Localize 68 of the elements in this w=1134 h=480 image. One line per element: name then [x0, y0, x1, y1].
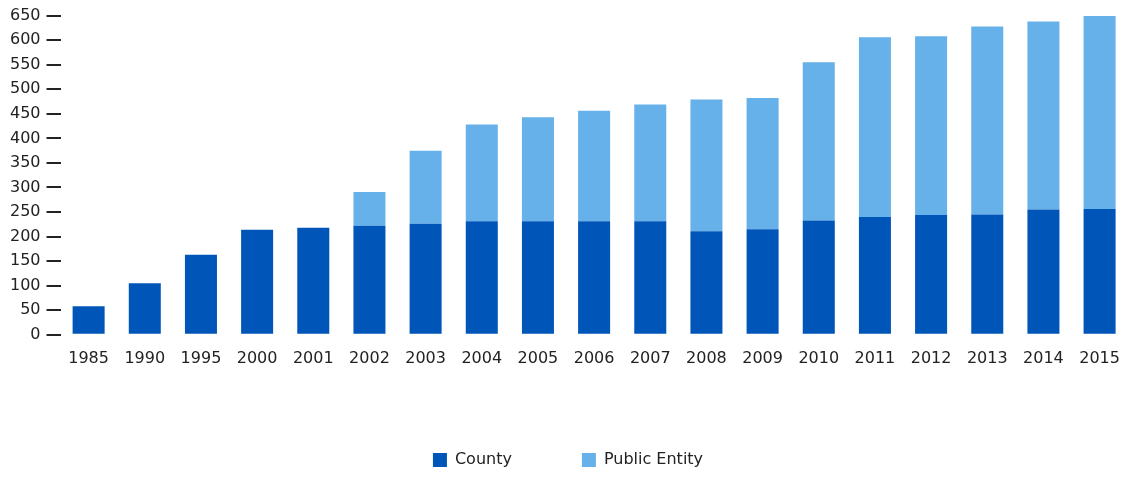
- bar: [802, 62, 835, 221]
- bar: [1083, 16, 1116, 210]
- bar: [184, 254, 217, 334]
- bar: [72, 306, 105, 334]
- y-tick-label: 0: [30, 323, 41, 343]
- x-tick-label: 2000: [236, 347, 278, 367]
- bar: [1027, 209, 1060, 334]
- x-tick-label: 2010: [798, 347, 840, 367]
- bar: [915, 36, 948, 215]
- x-tick-label: 2011: [854, 347, 896, 367]
- y-tick-label: 400: [9, 127, 41, 147]
- bar: [1027, 21, 1060, 210]
- bar: [746, 229, 779, 334]
- bar: [915, 214, 948, 334]
- bar: [858, 37, 891, 217]
- y-tick-label: 200: [9, 225, 41, 245]
- y-tick-label: 50: [20, 299, 41, 319]
- y-tick-label: 250: [9, 201, 41, 221]
- bar: [578, 221, 611, 334]
- bar: [521, 221, 554, 334]
- x-tick-label: 1990: [124, 347, 166, 367]
- x-tick-label: 2001: [292, 347, 334, 367]
- x-tick-label: 2004: [461, 347, 503, 367]
- bar: [746, 98, 779, 230]
- bar: [858, 216, 891, 334]
- bar: [521, 117, 554, 222]
- bar: [634, 104, 667, 222]
- bar: [465, 124, 498, 222]
- legend-label: Public Entity: [603, 449, 704, 469]
- bar: [353, 191, 386, 226]
- bar: [241, 229, 274, 334]
- y-tick-label: 650: [9, 4, 41, 24]
- bar: [634, 221, 667, 334]
- y-tick-label: 150: [9, 250, 41, 270]
- x-tick-label: 2006: [573, 347, 615, 367]
- y-tick-label: 350: [9, 152, 41, 172]
- y-tick-label: 600: [9, 29, 41, 49]
- bar: [353, 225, 386, 334]
- bar: [690, 99, 723, 232]
- bar: [465, 221, 498, 334]
- x-tick-label: 2003: [405, 347, 446, 367]
- bar: [578, 110, 611, 222]
- x-tick-label: 1995: [180, 347, 222, 367]
- x-tick-label: 2014: [1023, 347, 1064, 367]
- bar: [297, 227, 330, 334]
- x-tick-label: 1985: [68, 347, 109, 367]
- x-tick-label: 2002: [349, 347, 390, 367]
- bar: [409, 150, 442, 224]
- x-tick-label: 2005: [517, 347, 559, 367]
- bar: [690, 231, 723, 334]
- x-tick-label: 2015: [1079, 347, 1120, 367]
- y-tick-label: 300: [9, 176, 41, 196]
- y-tick-label: 550: [9, 53, 41, 73]
- legend-label: County: [454, 449, 512, 469]
- x-tick-label: 2013: [966, 347, 1008, 367]
- y-tick-label: 450: [9, 102, 41, 122]
- bar: [802, 220, 835, 334]
- x-tick-label: 2008: [686, 347, 727, 367]
- bar: [971, 26, 1004, 215]
- bar: [971, 214, 1004, 334]
- bar: [128, 283, 161, 334]
- y-tick-label: 100: [9, 274, 41, 294]
- y-tick-label: 500: [9, 78, 41, 98]
- x-tick-label: 2012: [910, 347, 952, 367]
- bar: [409, 223, 442, 334]
- x-tick-label: 2007: [629, 347, 671, 367]
- bar: [1083, 209, 1116, 334]
- x-tick-label: 2009: [742, 347, 783, 367]
